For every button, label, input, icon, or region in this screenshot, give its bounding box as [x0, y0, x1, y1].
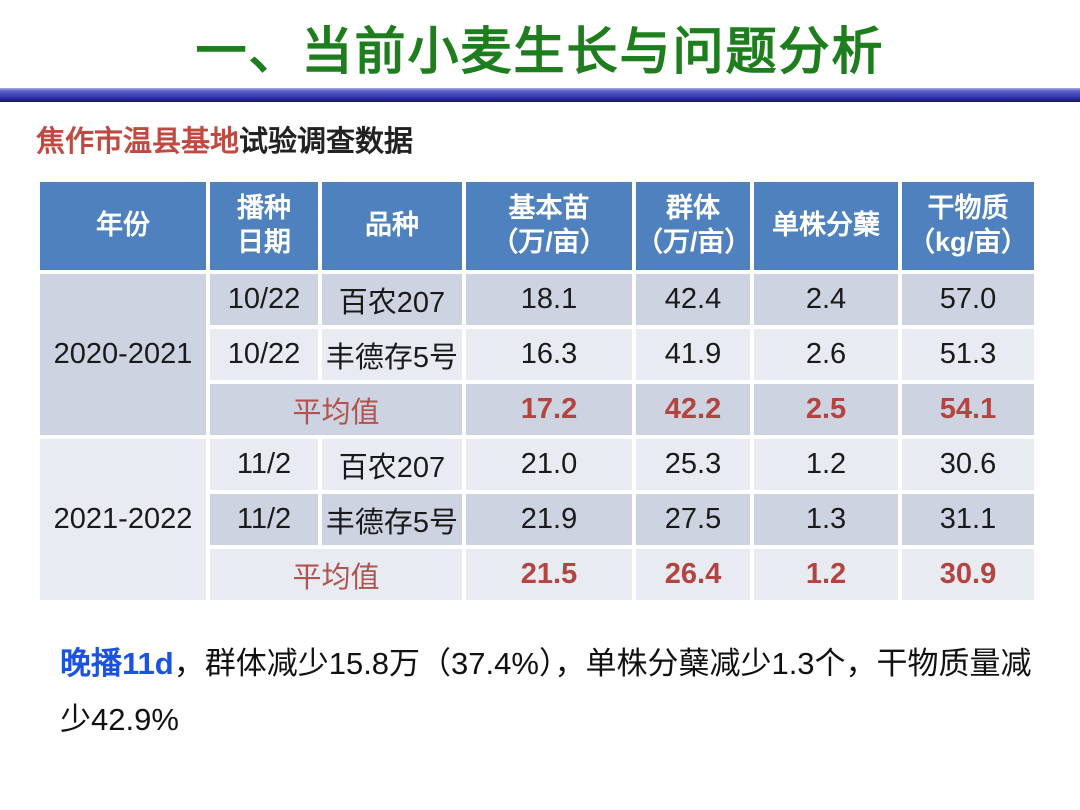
- header-cell-dry-matter: 干物质 （kg/亩）: [902, 182, 1034, 270]
- year-cell: 2021-2022: [40, 439, 206, 600]
- sow-date-cell: 11/2: [210, 439, 318, 490]
- average-value-cell: 26.4: [636, 549, 750, 600]
- variety-cell: 丰德存5号: [322, 329, 462, 380]
- sow-date-cell: 10/22: [210, 274, 318, 325]
- value-cell: 21.9: [466, 494, 632, 545]
- table-row: 2021-2022 11/2 百农207 21.0 25.3 1.2 30.6: [40, 439, 1034, 600]
- value-cell: 1.2: [754, 439, 898, 490]
- value-cell: 2.4: [754, 274, 898, 325]
- value-cell: 41.9: [636, 329, 750, 380]
- sow-date-cell: 10/22: [210, 329, 318, 380]
- year-cell: 2020-2021: [40, 274, 206, 435]
- header-cell-tillers: 单株分蘖: [754, 182, 898, 270]
- average-label-cell: 平均值: [210, 384, 462, 435]
- summary-rest: ，群体减少15.8万（37.4%），单株分蘖减少1.3个，干物质量减少42.9%: [60, 646, 1032, 738]
- title-divider-bar: [0, 88, 1080, 102]
- value-cell: 25.3: [636, 439, 750, 490]
- variety-cell: 百农207: [322, 439, 462, 490]
- subtitle-highlight: 焦作市温县基地: [36, 126, 240, 158]
- value-cell: 57.0: [902, 274, 1034, 325]
- value-cell: 2.6: [754, 329, 898, 380]
- variety-cell: 百农207: [322, 274, 462, 325]
- average-value-cell: 54.1: [902, 384, 1034, 435]
- table-row: 2020-2021 10/22 百农207 18.1 42.4 2.4 57.0: [40, 274, 1034, 435]
- average-value-cell: 30.9: [902, 549, 1034, 600]
- variety-cell: 丰德存5号: [322, 494, 462, 545]
- table-row: 10/22 丰德存5号 16.3 41.9 2.6 51.3: [40, 329, 1034, 380]
- slide-subtitle: 焦作市温县基地试验调查数据: [36, 118, 413, 160]
- value-cell: 51.3: [902, 329, 1034, 380]
- table-row: 11/2 丰德存5号 21.9 27.5 1.3 31.1: [40, 494, 1034, 545]
- value-cell: 18.1: [466, 274, 632, 325]
- header-cell-basic-seedlings: 基本苗 （万/亩）: [466, 182, 632, 270]
- average-value-cell: 17.2: [466, 384, 632, 435]
- header-cell-sow-date: 播种 日期: [210, 182, 318, 270]
- average-value-cell: 1.2: [754, 549, 898, 600]
- average-label-cell: 平均值: [210, 549, 462, 600]
- summary-highlight: 晚播11d: [60, 646, 174, 681]
- average-value-cell: 21.5: [466, 549, 632, 600]
- header-cell-year: 年份: [40, 182, 206, 270]
- value-cell: 16.3: [466, 329, 632, 380]
- survey-data-table: 年份 播种 日期 品种 基本苗 （万/亩） 群体 （万/亩） 单株分蘖 干物质 …: [36, 178, 1038, 604]
- subtitle-rest: 试验调查数据: [239, 126, 414, 158]
- average-row: 平均值 21.5 26.4 1.2 30.9: [40, 549, 1034, 600]
- average-row: 平均值 17.2 42.2 2.5 54.1: [40, 384, 1034, 435]
- sow-date-cell: 11/2: [210, 494, 318, 545]
- slide-title: 一、当前小麦生长与问题分析: [195, 23, 885, 80]
- header-cell-variety: 品种: [322, 182, 462, 270]
- average-value-cell: 2.5: [754, 384, 898, 435]
- average-value-cell: 42.2: [636, 384, 750, 435]
- summary-text: 晚播11d，群体减少15.8万（37.4%），单株分蘖减少1.3个，干物质量减少…: [60, 636, 1048, 749]
- header-cell-population: 群体 （万/亩）: [636, 182, 750, 270]
- value-cell: 1.3: [754, 494, 898, 545]
- value-cell: 30.6: [902, 439, 1034, 490]
- value-cell: 27.5: [636, 494, 750, 545]
- table-header-row: 年份 播种 日期 品种 基本苗 （万/亩） 群体 （万/亩） 单株分蘖 干物质 …: [40, 182, 1034, 270]
- value-cell: 21.0: [466, 439, 632, 490]
- value-cell: 31.1: [902, 494, 1034, 545]
- value-cell: 42.4: [636, 274, 750, 325]
